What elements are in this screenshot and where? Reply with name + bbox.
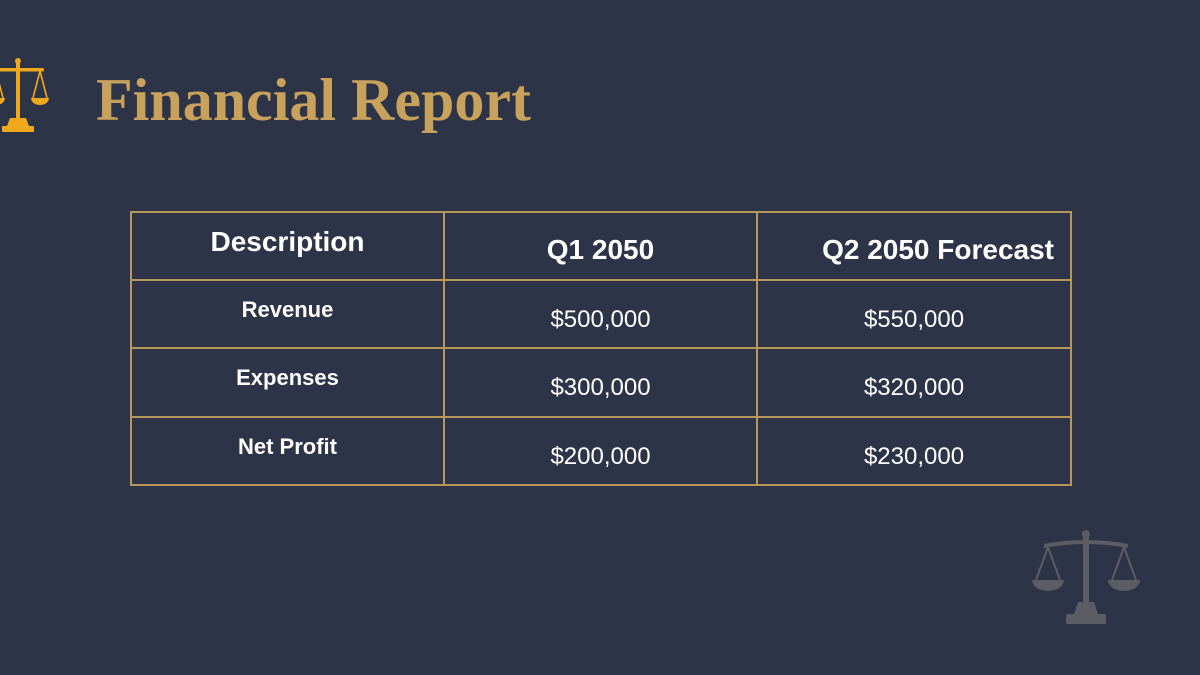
financial-table: Description Q1 2050 Q2 2050 Forecast Rev…: [130, 211, 1072, 487]
table-row: Expenses $300,000 $320,000: [130, 347, 1072, 418]
scales-watermark-icon: [1032, 530, 1140, 624]
column-header-q2-forecast: Q2 2050 Forecast: [756, 211, 1072, 281]
cell-revenue-q1: $500,000: [443, 278, 758, 350]
cell-expenses-q1: $300,000: [443, 347, 758, 418]
column-header-description: Description: [130, 211, 445, 281]
page-title: Financial Report: [96, 67, 531, 133]
cell-revenue-q2: $550,000: [756, 278, 1072, 350]
row-label-net-profit: Net Profit: [130, 415, 445, 487]
column-header-q1: Q1 2050: [443, 211, 758, 281]
table-row: Revenue $500,000 $550,000: [130, 278, 1072, 350]
cell-net-profit-q2: $230,000: [756, 415, 1072, 487]
table-header-row: Description Q1 2050 Q2 2050 Forecast: [130, 211, 1072, 281]
cell-net-profit-q1: $200,000: [443, 415, 758, 487]
scales-icon: [0, 58, 49, 132]
row-label-expenses: Expenses: [130, 347, 445, 418]
cell-expenses-q2: $320,000: [756, 347, 1072, 418]
row-label-revenue: Revenue: [130, 278, 445, 350]
table-row: Net Profit $200,000 $230,000: [130, 415, 1072, 487]
